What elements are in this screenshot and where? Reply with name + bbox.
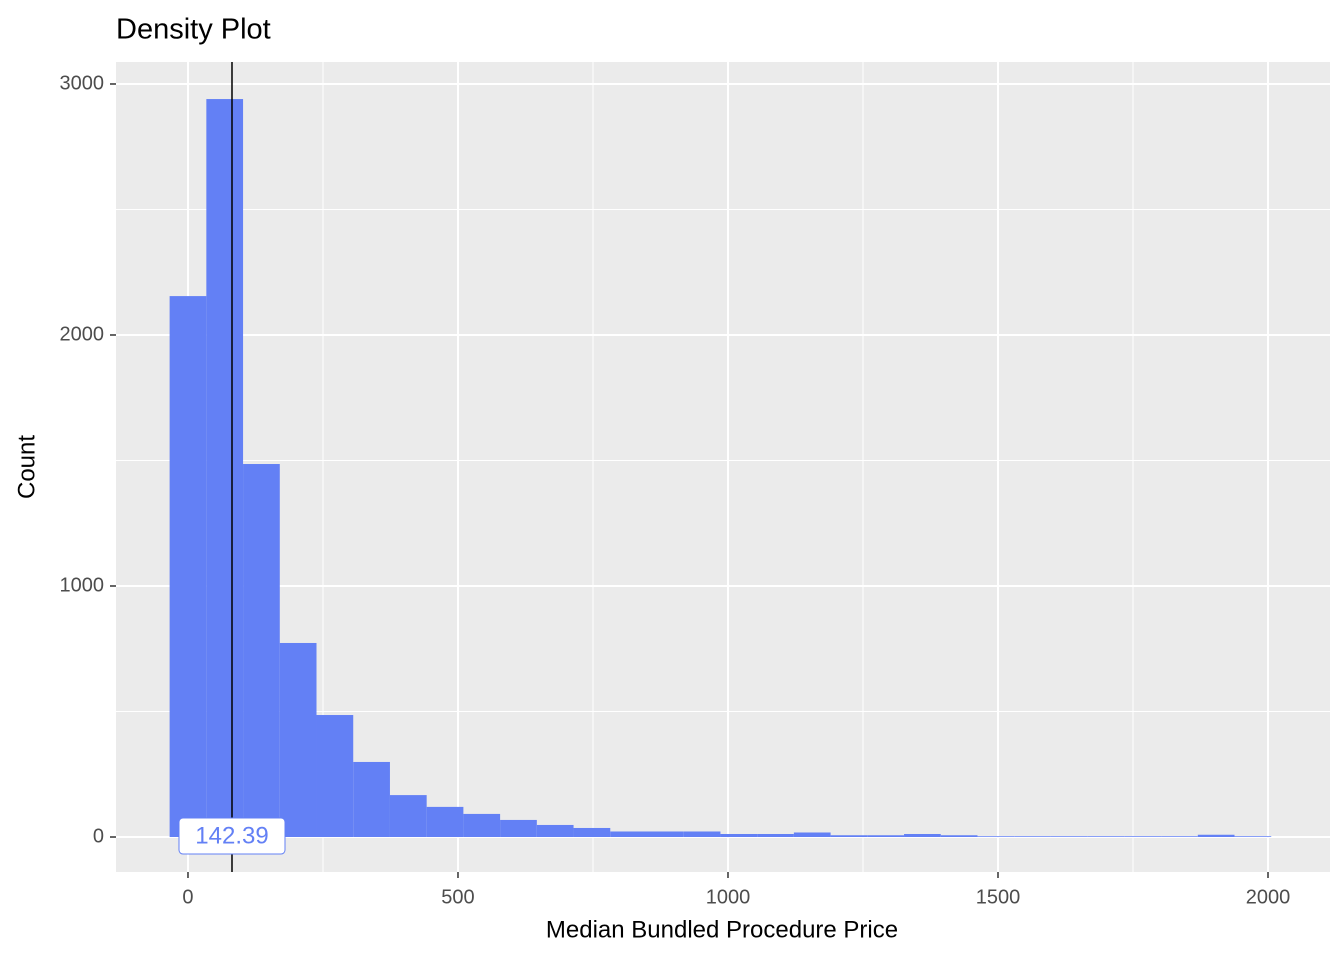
x-tick-label: 0 xyxy=(182,886,193,908)
bar xyxy=(720,833,758,838)
bar xyxy=(463,813,501,838)
bar xyxy=(500,819,537,838)
bar xyxy=(646,831,684,838)
bar xyxy=(353,761,390,838)
bar xyxy=(977,836,1015,838)
bar xyxy=(573,827,611,838)
bar xyxy=(316,715,354,838)
bar xyxy=(1050,836,1088,838)
bar xyxy=(757,833,794,838)
y-tick-label: 2000 xyxy=(60,323,105,345)
bar xyxy=(904,833,941,838)
x-tick-label: 500 xyxy=(441,886,474,908)
chart-title: Density Plot xyxy=(116,14,271,46)
x-tick-label: 1500 xyxy=(976,886,1021,908)
x-tick-label: 2000 xyxy=(1246,886,1291,908)
bar xyxy=(536,824,574,838)
bar xyxy=(793,832,831,838)
bar xyxy=(1197,834,1235,838)
bar xyxy=(1124,836,1162,838)
bar xyxy=(867,835,905,838)
bar xyxy=(610,831,647,838)
annotation-box xyxy=(178,817,286,855)
bar xyxy=(1161,836,1198,838)
y-tick-label: 0 xyxy=(93,825,104,847)
x-axis-label: Median Bundled Procedure Price xyxy=(546,916,898,943)
y-axis-label: Count xyxy=(13,435,40,499)
bar xyxy=(830,835,868,838)
bar xyxy=(940,835,978,838)
y-tick-label: 3000 xyxy=(60,72,105,94)
bar xyxy=(1234,836,1272,838)
bar xyxy=(683,831,721,838)
bar xyxy=(206,99,244,838)
bar xyxy=(243,464,280,838)
bar xyxy=(1087,836,1125,838)
annotation-label: 142.39 xyxy=(195,822,268,849)
x-tick-label: 1000 xyxy=(706,886,751,908)
y-tick-label: 1000 xyxy=(60,574,105,596)
bar xyxy=(169,296,207,838)
bar xyxy=(279,642,317,838)
bar xyxy=(426,806,464,838)
bar xyxy=(389,795,427,838)
bar xyxy=(1014,836,1051,838)
